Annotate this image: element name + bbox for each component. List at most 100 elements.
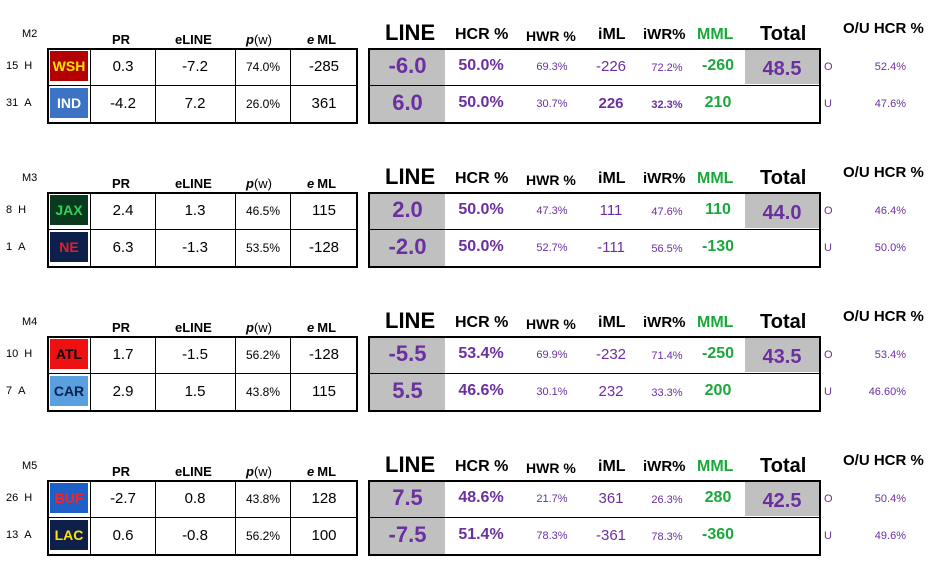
header-eline: eLINE <box>175 32 212 47</box>
header-mml: MML <box>697 170 734 187</box>
ou-hcr-value: 47.6% <box>874 98 906 110</box>
matchup-section: M5 PR eLINE p(w) e ML LINE HCR % HWR % iML iWR% MML… <box>0 452 944 584</box>
rank-number: 1 <box>6 241 13 253</box>
eml-value: 128 <box>311 490 337 507</box>
hcr-value: 50.0% <box>458 238 504 255</box>
header-hcr: HCR % <box>455 314 509 331</box>
row-divider <box>368 229 821 230</box>
ou-side: O <box>824 349 833 361</box>
line-table <box>368 336 821 412</box>
team-badge: NE <box>50 232 88 262</box>
home-away: H <box>18 204 27 216</box>
row-divider <box>47 229 358 230</box>
header-pr: PR <box>112 176 131 191</box>
pw-value: 43.8% <box>245 492 281 506</box>
header-hcr: HCR % <box>455 458 509 475</box>
eml-value: 115 <box>312 383 336 400</box>
iwr-value: 26.3% <box>651 494 683 506</box>
header-line: LINE <box>385 20 436 45</box>
column-divider <box>90 48 91 124</box>
home-away: A <box>24 97 32 109</box>
home-away: H <box>24 492 33 504</box>
pw-value: 56.2% <box>245 529 281 543</box>
header-pr: PR <box>112 320 131 335</box>
eline-value: 1.3 <box>184 202 206 219</box>
line-highlight <box>370 338 445 410</box>
eline-value: -7.2 <box>182 58 208 75</box>
header-iml: iML <box>598 170 626 187</box>
row-divider <box>368 517 821 518</box>
pw-value: 43.8% <box>245 385 281 399</box>
pr-value: 1.7 <box>112 346 134 363</box>
mml-value: -250 <box>701 345 735 362</box>
column-divider <box>235 192 236 268</box>
line-highlight <box>370 50 445 122</box>
hwr-value: 30.1% <box>536 386 568 398</box>
line-table <box>368 480 821 556</box>
row-divider <box>47 85 358 86</box>
rank-number: 13 <box>6 529 19 541</box>
mml-value: -360 <box>701 526 735 543</box>
header-eml: e ML <box>307 32 336 47</box>
pw-value: 53.5% <box>245 241 281 255</box>
pr-value: 0.6 <box>112 527 134 544</box>
header-pw: p(w) <box>246 320 272 335</box>
mml-value: 200 <box>704 382 732 399</box>
pw-value: 74.0% <box>245 60 281 74</box>
eml-value: 100 <box>311 527 337 544</box>
rank-number: 10 <box>6 348 19 360</box>
header-iwr: iWR% <box>643 26 686 43</box>
team-badge: BUF <box>50 483 88 513</box>
team-rank: 13 A <box>6 529 32 541</box>
eline-value: -1.3 <box>182 239 208 256</box>
team-badge: WSH <box>50 51 88 81</box>
column-divider <box>155 192 156 268</box>
mml-value: 280 <box>704 489 732 506</box>
iml-value: 361 <box>598 490 624 507</box>
eline-value: -0.8 <box>182 527 208 544</box>
header-iml: iML <box>598 458 626 475</box>
pr-value: 6.3 <box>112 239 134 256</box>
ou-hcr-value: 53.4% <box>874 349 906 361</box>
team-badge: JAX <box>50 195 88 225</box>
ou-hcr-value: 50.4% <box>874 493 906 505</box>
matchup-label: M5 <box>22 460 38 472</box>
header-total: Total <box>760 23 807 45</box>
column-divider <box>90 336 91 412</box>
team-badge: ATL <box>50 339 88 369</box>
column-divider <box>235 48 236 124</box>
rank-number: 26 <box>6 492 19 504</box>
header-hcr: HCR % <box>455 170 509 187</box>
ou-side: U <box>824 242 832 254</box>
iml-value: -232 <box>595 346 627 363</box>
header-hwr: HWR % <box>526 172 576 188</box>
header-pw-w: (w) <box>253 464 272 479</box>
header-total: Total <box>760 167 807 189</box>
header-line: LINE <box>385 452 436 477</box>
header-pw: p(w) <box>246 464 272 479</box>
iwr-value: 72.2% <box>651 62 683 74</box>
hwr-value: 69.3% <box>536 61 568 73</box>
mml-value: 110 <box>705 201 731 218</box>
header-eml: e ML <box>307 176 336 191</box>
ou-side: U <box>824 98 832 110</box>
ou-hcr-value: 49.6% <box>874 530 906 542</box>
pw-value: 56.2% <box>245 348 281 362</box>
ou-side: U <box>824 386 832 398</box>
team-table <box>47 336 358 412</box>
ou-side: U <box>824 530 832 542</box>
mml-value: -260 <box>701 57 735 74</box>
header-hwr: HWR % <box>526 28 576 44</box>
eline-value: -1.5 <box>182 346 208 363</box>
header-ou: O/U HCR % <box>843 452 924 469</box>
total-value: 43.5 <box>762 346 802 368</box>
header-eline: eLINE <box>175 464 212 479</box>
iml-value: -361 <box>595 527 627 544</box>
header-eml-ml: ML <box>317 32 337 47</box>
column-divider <box>290 480 291 556</box>
iml-value: 232 <box>598 383 624 400</box>
ou-side: O <box>824 493 833 505</box>
team-table <box>47 480 358 556</box>
pw-value: 46.5% <box>245 204 281 218</box>
